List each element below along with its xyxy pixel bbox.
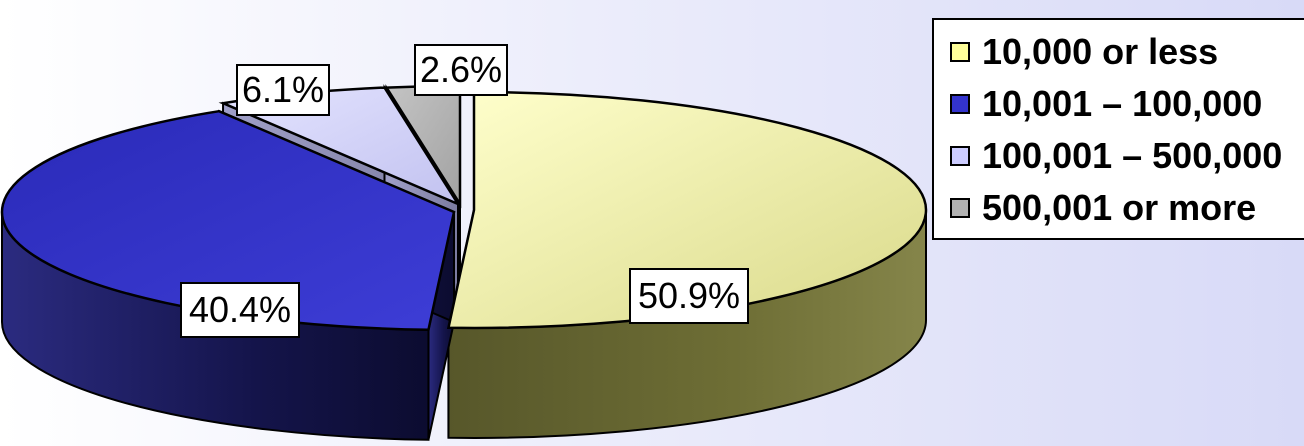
legend-item-10000-or-less: 10,000 or less <box>950 32 1218 72</box>
legend-item-10001-100000: 10,001 – 100,000 <box>950 84 1262 124</box>
legend-label-100001-500000: 100,001 – 500,000 <box>982 135 1283 176</box>
legend-swatch-500001-or-more <box>950 198 970 218</box>
pie-tops <box>0 84 928 332</box>
legend-swatch-100001-500000 <box>950 146 970 166</box>
legend-label-10001-100000: 10,001 – 100,000 <box>982 83 1263 124</box>
data-label-500001-or-more: 2.6% <box>414 44 508 96</box>
legend-swatch-10000-or-less <box>950 42 970 62</box>
legend-label-500001-or-more: 500,001 or more <box>982 187 1257 228</box>
legend-label-10000-or-less: 10,000 or less <box>982 31 1219 72</box>
data-label-100001-500000: 6.1% <box>236 64 330 116</box>
legend-item-500001-or-more: 500,001 or more <box>950 188 1256 228</box>
data-label-10000-or-less: 50.9% <box>629 268 749 324</box>
legend-swatch-10001-100000 <box>950 94 970 114</box>
legend: 10,000 or less 10,001 – 100,000 100,001 … <box>932 18 1304 240</box>
data-label-10001-100000: 40.4% <box>180 282 300 338</box>
legend-item-100001-500000: 100,001 – 500,000 <box>950 136 1282 176</box>
